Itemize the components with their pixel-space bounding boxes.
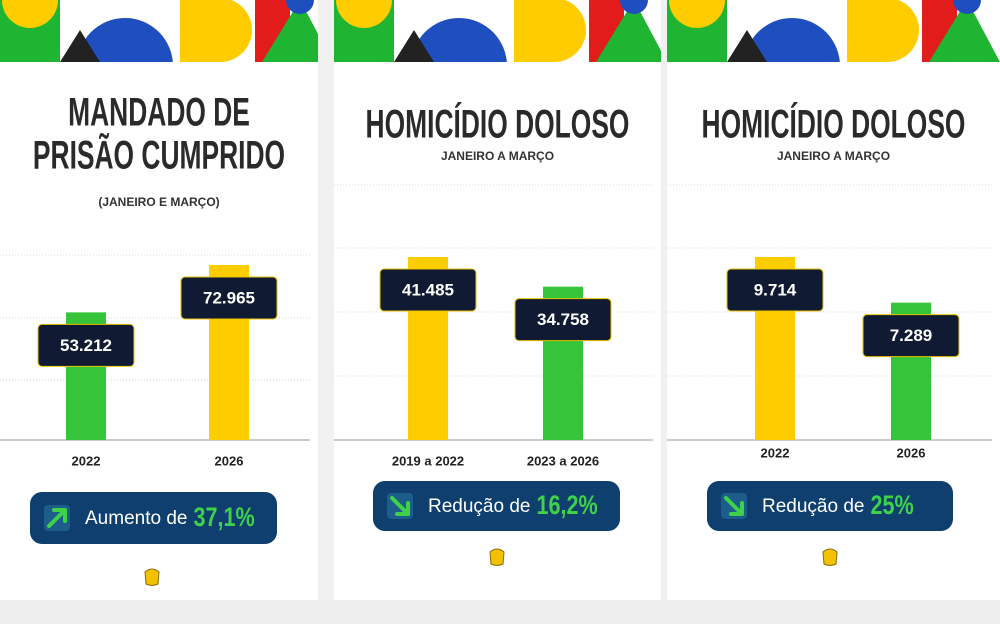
value-label-box: [180, 276, 278, 320]
value-label-box: [37, 323, 135, 367]
footer-strip: [0, 600, 1000, 624]
annotation-highlight: 25%: [870, 491, 913, 521]
logo: [822, 548, 838, 566]
value-label-box: [726, 268, 824, 312]
x-tick-label: 2022: [72, 453, 101, 468]
panel: HOMICÍDIO DOLOSO JANEIRO A MARÇO 41.485 201…: [334, 0, 661, 600]
annotation-text: Redução de: [428, 496, 530, 517]
value-label-box: [862, 314, 960, 358]
deco-shape: [60, 30, 100, 62]
logo: [144, 568, 160, 586]
logo: [489, 548, 505, 566]
chart-subtitle: (JANEIRO E MARÇO): [98, 195, 219, 209]
x-tick-label: 2023 a 2026: [527, 453, 599, 468]
deco-shape: [953, 0, 981, 14]
deco-shape: [394, 30, 434, 62]
annotation-highlight: 37,1%: [193, 503, 254, 533]
chart-subtitle: JANEIRO A MARÇO: [777, 149, 890, 163]
value-label: 72.965: [203, 288, 255, 307]
value-label: 34.758: [537, 310, 589, 329]
deco-shape: [596, 0, 661, 62]
value-label: 41.485: [402, 280, 454, 299]
x-tick-label: 2019 a 2022: [392, 453, 464, 468]
deco-shape: [411, 18, 507, 62]
x-tick-label: 2022: [761, 445, 790, 460]
arrow-icon: [390, 496, 410, 516]
deco-shape: [262, 0, 318, 62]
deco-shape: [727, 30, 767, 62]
value-label: 9.714: [754, 280, 797, 299]
x-tick-label: 2026: [215, 453, 244, 468]
chart-title: HOMICÍDIO DOLOSO: [702, 102, 966, 147]
annotation-pill: [373, 481, 620, 531]
deco-shape: [286, 0, 314, 14]
chart-subtitle: JANEIRO A MARÇO: [441, 149, 554, 163]
chart-title: HOMICÍDIO DOLOSO: [366, 102, 630, 147]
x-tick-label: 2026: [897, 445, 926, 460]
deco-shape: [2, 0, 58, 28]
value-label: 53.212: [60, 336, 112, 355]
deco-shape: [336, 0, 392, 28]
annotation-text: Redução de: [762, 496, 864, 517]
chart-title: MANDADO DE: [68, 90, 250, 135]
annotation-text: Aumento de: [85, 508, 187, 529]
deco-shape: [855, 0, 919, 62]
panel: HOMICÍDIO DOLOSO JANEIRO A MARÇO 9.714 2022…: [667, 0, 1000, 600]
value-label: 7.289: [890, 326, 933, 345]
annotation-pill: [30, 492, 277, 544]
top-decoration: [667, 0, 1000, 62]
deco-shape: [77, 18, 173, 62]
value-label-box: [379, 268, 477, 312]
annotation-highlight: 16,2%: [536, 491, 597, 521]
deco-shape: [929, 0, 1000, 62]
deco-shape: [188, 0, 252, 62]
chart-title: PRISÃO CUMPRIDO: [33, 133, 285, 178]
deco-shape: [620, 0, 648, 14]
value-label-box: [514, 298, 612, 342]
top-decoration: [334, 0, 661, 62]
deco-shape: [522, 0, 586, 62]
deco-shape: [669, 0, 725, 28]
arrow-icon: [724, 496, 744, 516]
top-decoration: [0, 0, 318, 62]
annotation-pill: [707, 481, 953, 531]
deco-shape: [744, 18, 840, 62]
arrow-icon: [47, 508, 67, 528]
